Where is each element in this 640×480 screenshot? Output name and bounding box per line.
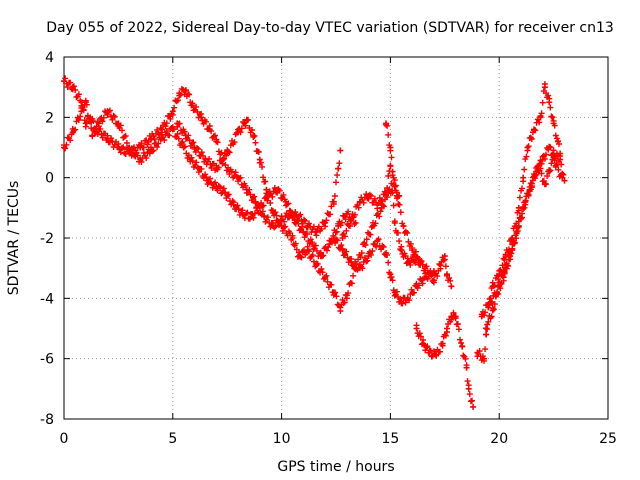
series-track-e (330, 235, 437, 307)
y-tick-label: -2 (40, 231, 54, 247)
x-tick-label: 5 (168, 431, 177, 447)
data-point (337, 147, 344, 154)
data-point (352, 219, 359, 226)
series-track-a (61, 75, 344, 239)
data-trail (61, 75, 343, 239)
x-tick-label: 25 (599, 431, 617, 447)
data-trail (330, 236, 436, 307)
y-axis-label: SDTVAR / TECUs (6, 181, 22, 296)
data-trail (483, 147, 567, 333)
x-tick-label: 10 (273, 431, 291, 447)
series-track-g (413, 309, 477, 410)
series-track-c (174, 116, 403, 314)
y-tick-label: -4 (40, 291, 54, 307)
y-tick-label: 4 (45, 50, 54, 66)
x-tick-label: 20 (490, 431, 508, 447)
y-tick-label: -6 (40, 352, 54, 368)
y-tick-label: 0 (45, 171, 54, 187)
x-tick-label: 15 (381, 431, 399, 447)
chart-title: Day 055 of 2022, Sidereal Day-to-day VTE… (46, 20, 614, 36)
data-trail (383, 121, 423, 266)
y-tick-labels: 4 2 0 -2 -4 -6 -8 (40, 50, 54, 428)
data-trail (61, 97, 358, 260)
series-track-f (383, 120, 424, 266)
data-points (61, 75, 568, 410)
data-point (561, 177, 568, 184)
data-trail (174, 116, 401, 314)
series-track-h (474, 81, 564, 364)
y-tick-label: -8 (40, 412, 54, 428)
axis-ticks (63, 56, 609, 420)
y-tick-label: 2 (45, 110, 54, 126)
series-track-j (483, 147, 568, 333)
data-point (448, 283, 455, 290)
data-point (470, 403, 477, 410)
x-tick-label: 0 (60, 431, 69, 447)
x-tick-labels: 0 5 10 15 20 25 (60, 431, 617, 447)
x-axis-label: GPS time / hours (277, 459, 394, 475)
series-track-b (61, 97, 359, 260)
data-trail (413, 309, 475, 405)
data-trail (474, 81, 562, 364)
